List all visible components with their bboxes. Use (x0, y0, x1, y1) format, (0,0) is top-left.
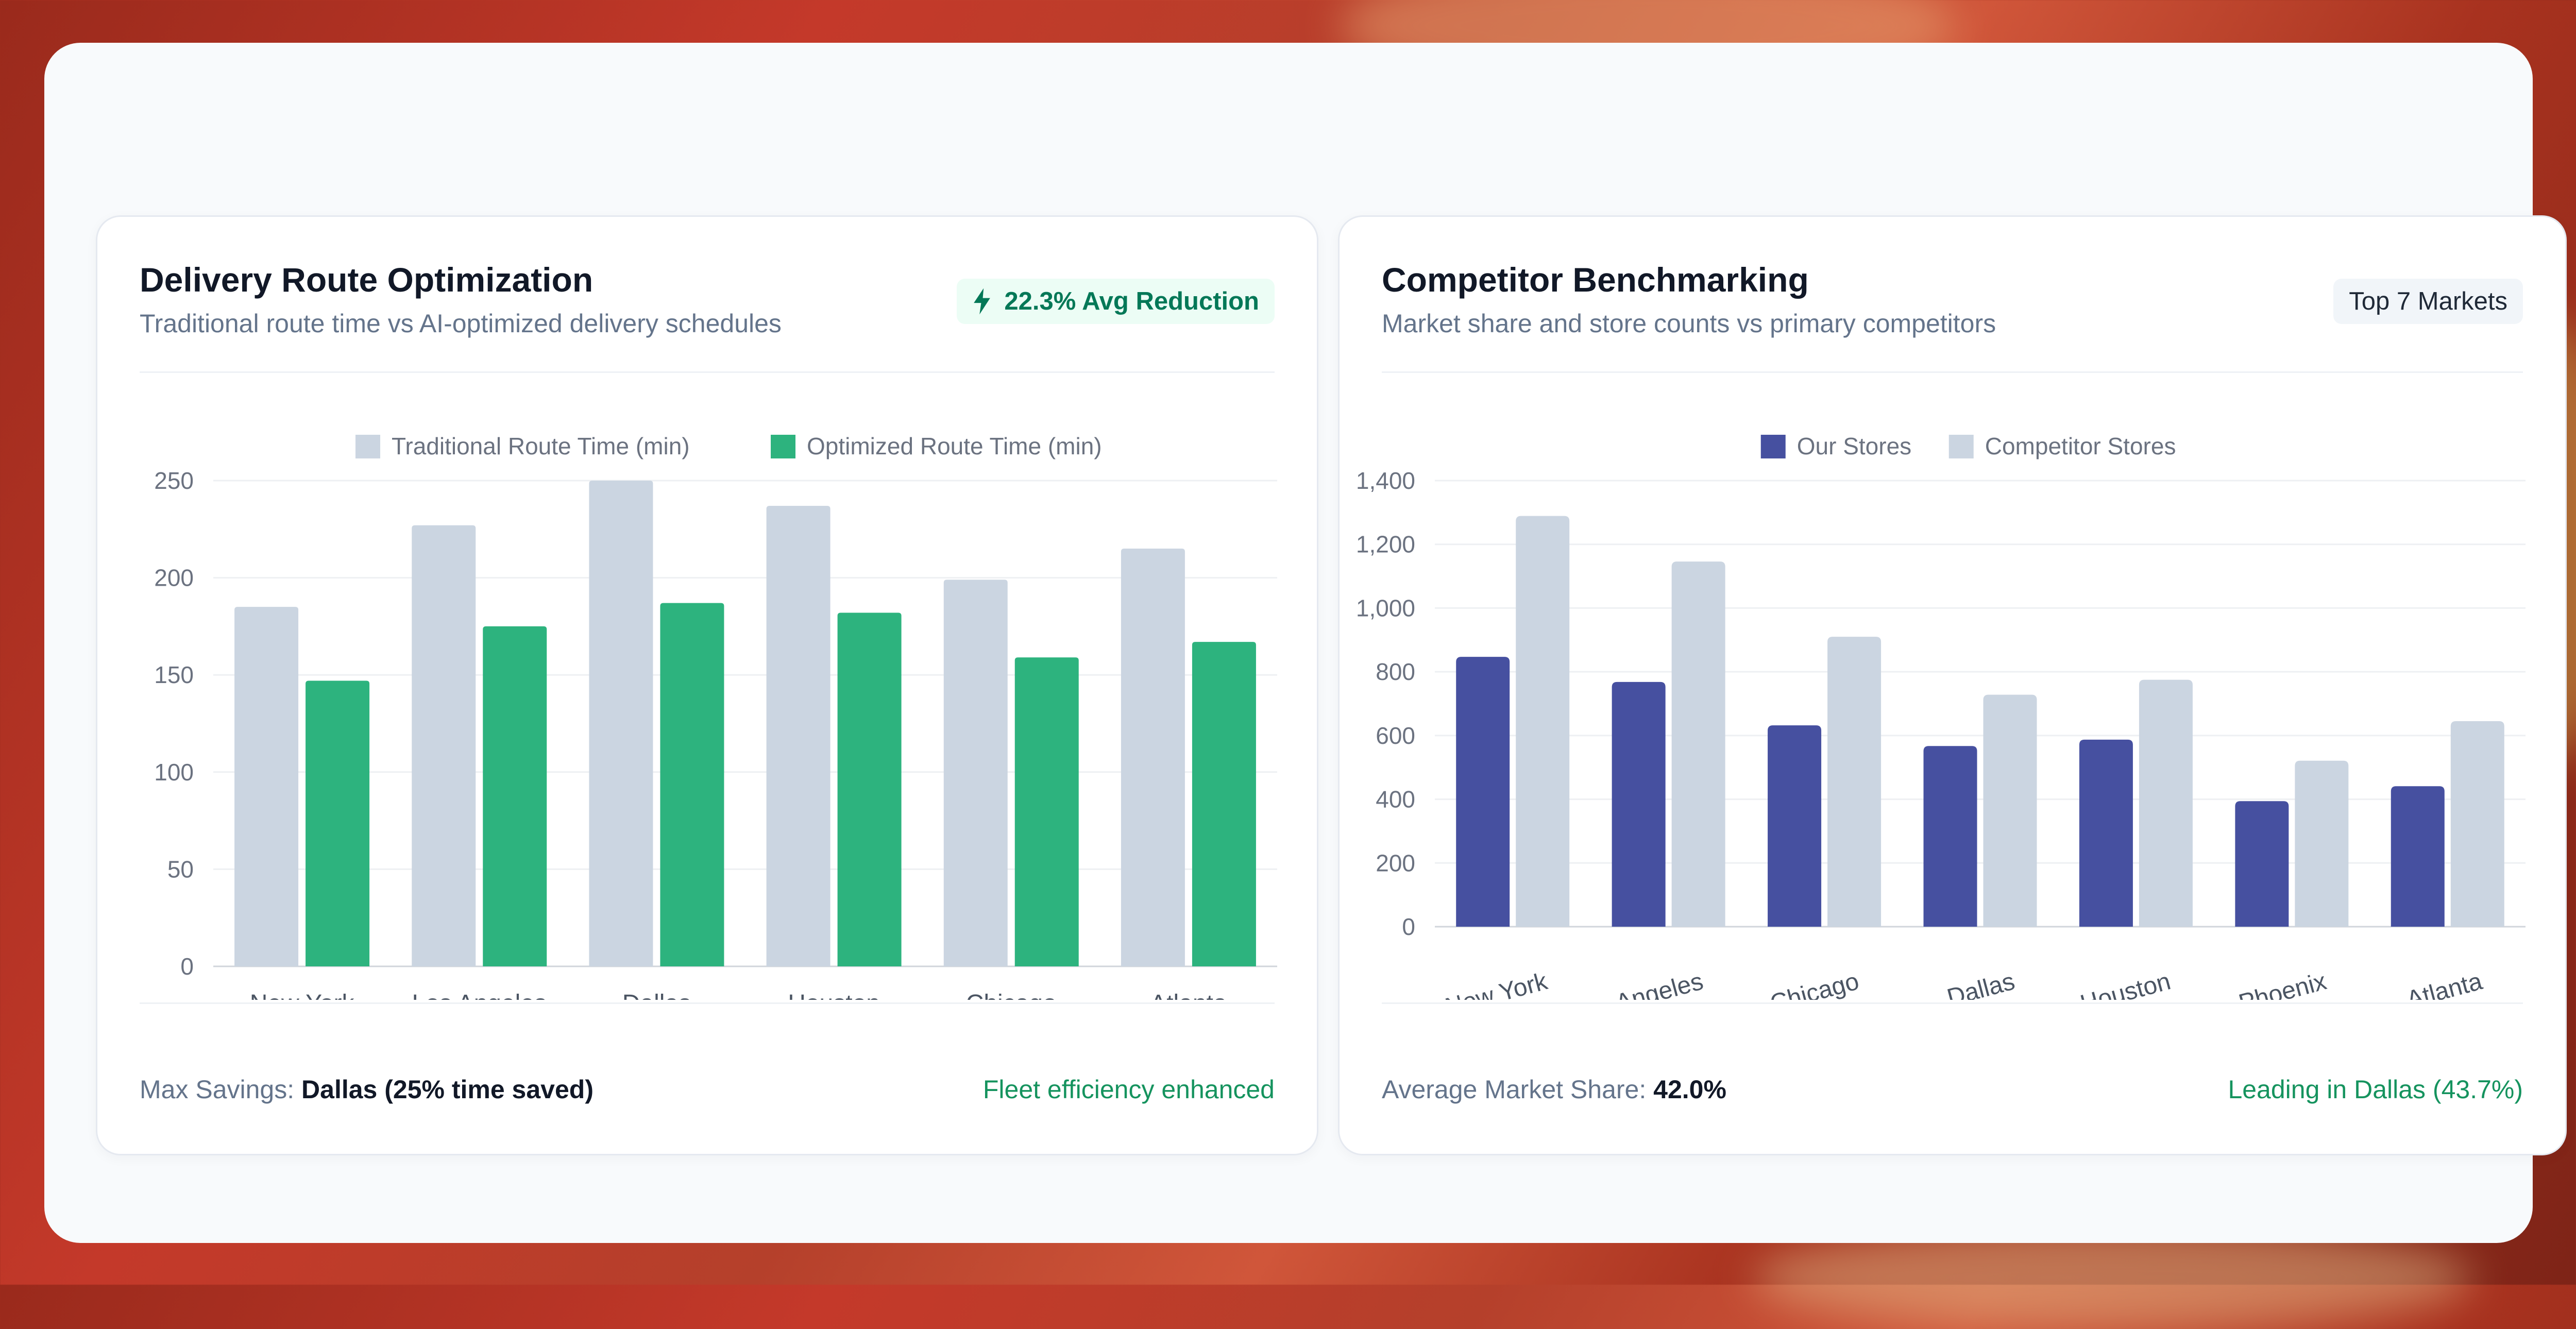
bar-our-stores (1612, 681, 1666, 927)
y-tick-label: 800 (1376, 658, 1415, 685)
x-tick-label: Los Angeles (1569, 967, 1706, 1000)
bar-competitor-stores (2295, 760, 2349, 927)
x-tick-label: Phoenix (2236, 967, 2329, 1000)
bar-traditional-route-time-min (589, 481, 653, 966)
x-tick-label: Houston (788, 990, 880, 1000)
y-tick-label: 50 (167, 856, 194, 882)
x-tick-label: Dallas (1944, 967, 2018, 1000)
y-tick-label: 0 (1402, 913, 1415, 940)
bar-competitor-stores (2139, 679, 2193, 927)
route-time-chart: Traditional Route Time (min) Optimized Ro… (154, 433, 1277, 1000)
max-savings-summary: Max Savings: Dallas (25% time saved) (140, 1075, 594, 1104)
bar-optimized-route-time-min (1014, 657, 1079, 966)
bar-our-stores (2235, 801, 2289, 927)
x-tick-label: Chicago (1767, 967, 1862, 1000)
bar-our-stores (2391, 786, 2445, 927)
footer-divider (1382, 1002, 2523, 1004)
x-tick-label: Atlanta (2404, 967, 2485, 1000)
bar-competitor-stores (2450, 721, 2504, 927)
bar-traditional-route-time-min (766, 506, 831, 966)
legend-label: Our Stores (1797, 433, 1911, 459)
bar-competitor-stores (1516, 516, 1570, 927)
y-tick-label: 200 (154, 565, 194, 591)
y-tick-label: 100 (154, 759, 194, 786)
y-tick-label: 1,400 (1356, 467, 1415, 494)
y-tick-label: 0 (180, 953, 194, 980)
bar-traditional-route-time-min (1121, 549, 1185, 966)
bar-our-stores (1923, 746, 1977, 927)
x-tick-label: Chicago (966, 990, 1057, 1000)
bar-our-stores (2079, 739, 2133, 927)
avg-reduction-badge: 22.3% Avg Reduction (957, 279, 1275, 324)
bar-competitor-stores (1983, 694, 2037, 927)
footer-label: Max Savings: (140, 1075, 295, 1104)
bar-our-stores (1768, 725, 1822, 927)
badge-label: Top 7 Markets (2349, 287, 2507, 315)
bar-traditional-route-time-min (943, 580, 1008, 966)
top-markets-badge: Top 7 Markets (2333, 279, 2523, 324)
competitor-chart: Our Stores Competitor Stores 0 200 400 600 800… (1356, 433, 2526, 1000)
x-tick-label: New York (250, 990, 355, 1000)
legend-swatch (355, 435, 380, 458)
legend-swatch (1948, 435, 1974, 458)
footer-value: Dallas (25% time saved) (301, 1075, 594, 1104)
bar-optimized-route-time-min (306, 680, 370, 966)
y-tick-label: 1,200 (1356, 531, 1415, 558)
bar-optimized-route-time-min (660, 603, 724, 966)
bar-our-stores (1456, 657, 1510, 927)
card-title: Delivery Route Optimization (140, 261, 594, 299)
bar-competitor-stores (1671, 561, 1725, 927)
bar-optimized-route-time-min (837, 612, 902, 966)
y-tick-label: 250 (154, 467, 194, 494)
y-tick-label: 400 (1376, 786, 1415, 813)
route-optimization-card: Delivery Route Optimization Traditional … (96, 215, 1318, 1155)
bar-optimized-route-time-min (483, 626, 547, 966)
header-divider (1382, 371, 2523, 373)
y-tick-label: 600 (1376, 722, 1415, 749)
legend-label: Competitor Stores (1985, 433, 2176, 459)
x-tick-label: Atlanta (1150, 990, 1227, 1000)
footer-value: 42.0% (1653, 1075, 1726, 1104)
x-tick-label: Houston (2077, 967, 2173, 1000)
y-tick-label: 150 (154, 661, 194, 688)
bar-traditional-route-time-min (412, 525, 476, 966)
legend-swatch (771, 435, 795, 458)
card-subtitle: Market share and store counts vs primary… (1382, 309, 1996, 338)
market-share-summary: Average Market Share: 42.0% (1382, 1075, 1726, 1104)
competitor-benchmark-card: Competitor Benchmarking Market share and… (1338, 215, 2567, 1155)
header-divider (140, 371, 1275, 373)
x-tick-label: Dallas (622, 990, 691, 1000)
legend-label: Optimized Route Time (min) (807, 433, 1102, 459)
x-tick-label: Los Angeles (412, 990, 547, 1000)
legend-swatch (1760, 435, 1786, 458)
bar-competitor-stores (1827, 637, 1882, 927)
y-tick-label: 200 (1376, 849, 1415, 876)
bolt-icon (974, 288, 991, 315)
fleet-efficiency-note: Fleet efficiency enhanced (982, 1075, 1275, 1104)
dashboard-panel: Delivery Route Optimization Traditional … (44, 43, 2567, 1243)
legend-label: Traditional Route Time (min) (392, 433, 690, 459)
card-subtitle: Traditional route time vs AI-optimized d… (140, 309, 782, 338)
card-title: Competitor Benchmarking (1382, 261, 1809, 299)
y-tick-label: 1,000 (1356, 594, 1415, 621)
footer-label: Average Market Share: (1382, 1075, 1647, 1104)
x-tick-label: New York (1442, 967, 1551, 1000)
footer-divider (140, 1002, 1275, 1004)
badge-label: 22.3% Avg Reduction (1004, 287, 1259, 315)
leading-market-note: Leading in Dallas (43.7%) (2228, 1075, 2523, 1104)
bar-optimized-route-time-min (1192, 642, 1256, 966)
bar-traditional-route-time-min (234, 607, 299, 966)
